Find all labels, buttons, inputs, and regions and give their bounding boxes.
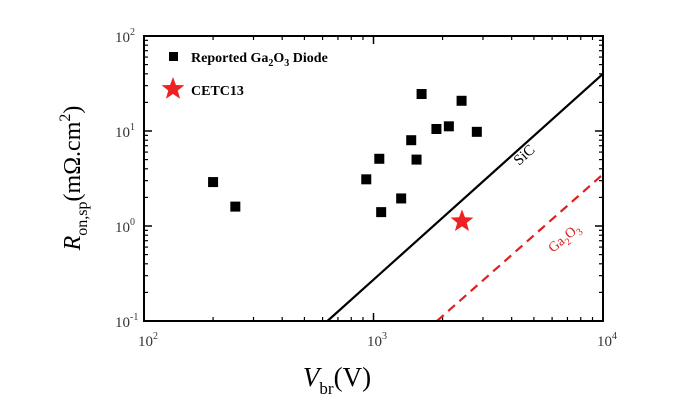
x-axis-title: Vbr(V) bbox=[303, 362, 371, 398]
legend-label-reported: Reported Ga2O3 Diode bbox=[191, 51, 328, 69]
ga2o3-line-label: Ga2O3 bbox=[546, 221, 585, 258]
data-point-reported-12 bbox=[471, 126, 482, 137]
data-point-cetc13 bbox=[450, 209, 474, 232]
data-point-reported-6 bbox=[406, 135, 417, 146]
data-point-reported-8 bbox=[416, 89, 427, 100]
y-tick-label-10: 101 bbox=[115, 122, 135, 141]
sic-limit-line bbox=[326, 72, 604, 322]
y-tick-labels: 102 101 100 10-1 bbox=[115, 27, 138, 331]
legend-marker-star bbox=[161, 77, 185, 99]
data-point-reported-5 bbox=[396, 193, 407, 204]
legend-label-cetc13: CETC13 bbox=[191, 84, 244, 99]
y-tick-label-100: 102 bbox=[115, 27, 135, 46]
data-points bbox=[208, 89, 482, 232]
x-tick-labels: 102 103 104 bbox=[138, 331, 617, 350]
x-tick-label-100: 102 bbox=[138, 331, 158, 350]
y-tick-label-1: 100 bbox=[115, 217, 135, 236]
legend: Reported Ga2O3 Diode CETC13 bbox=[161, 51, 328, 99]
x-tick-label-1000: 103 bbox=[367, 331, 387, 350]
sic-line-label: SiC bbox=[511, 142, 538, 169]
data-point-reported-11 bbox=[456, 95, 467, 106]
legend-marker-square bbox=[169, 52, 178, 61]
data-point-reported-3 bbox=[374, 153, 385, 164]
data-point-reported-9 bbox=[431, 123, 442, 134]
x-tick-label-10000: 104 bbox=[597, 331, 617, 350]
data-point-reported-7 bbox=[411, 154, 422, 165]
plot-frame bbox=[143, 35, 604, 322]
data-point-reported-10 bbox=[443, 121, 454, 132]
data-point-reported-1 bbox=[230, 201, 241, 212]
data-point-reported-0 bbox=[208, 177, 219, 188]
y-tick-label-0.1: 10-1 bbox=[115, 312, 138, 331]
data-point-reported-4 bbox=[376, 207, 387, 218]
y-axis-title: Ron,sp(mΩ.cm2) bbox=[57, 106, 91, 252]
ga2o3-limit-line bbox=[436, 173, 604, 322]
data-point-reported-2 bbox=[361, 174, 372, 185]
